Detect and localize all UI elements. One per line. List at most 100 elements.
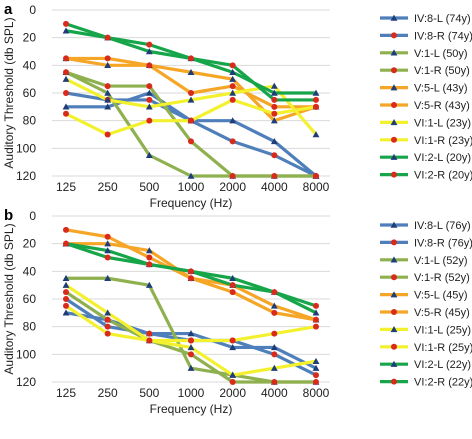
x-tick-label: 500: [139, 386, 159, 400]
legend-item: IV:8-L (74y): [380, 13, 471, 25]
data-point: [270, 117, 278, 124]
data-point: [270, 89, 278, 96]
data-point: [229, 379, 236, 385]
y-tick-label: 60: [23, 86, 37, 100]
legend-item: V:1-R (50y): [380, 65, 470, 77]
data-point: [188, 337, 194, 344]
legend-item: V:1-R (52y): [380, 272, 470, 284]
data-point: [229, 371, 237, 378]
legend-label: VI:1-L (23y): [414, 117, 471, 129]
y-tick-label: 20: [23, 31, 37, 45]
data-point: [229, 68, 237, 75]
data-point: [146, 83, 153, 90]
data-point: [229, 138, 236, 145]
data-point: [187, 172, 195, 179]
legend-label: V:5-R (45y): [414, 307, 470, 319]
legend-label: IV:8-R (76y): [414, 237, 472, 249]
legend-label: V:5-L (43y): [414, 83, 468, 95]
data-point: [104, 247, 112, 254]
data-point: [145, 151, 153, 158]
x-tick-label: 8000: [303, 386, 330, 400]
data-point: [229, 289, 236, 296]
data-point: [270, 344, 278, 351]
data-point: [312, 364, 320, 371]
y-tick-label: 20: [23, 237, 37, 251]
legend-item: V:5-L (43y): [380, 83, 468, 95]
data-point: [62, 75, 70, 82]
legend-item: VI:1-L (25y): [380, 324, 471, 336]
x-tick-label: 500: [139, 180, 159, 194]
y-tick-label: 60: [23, 292, 37, 306]
data-point: [63, 289, 69, 296]
data-point: [313, 173, 319, 179]
data-point: [270, 302, 278, 309]
data-point: [187, 68, 195, 75]
legend-label: VI:2-R (22y): [414, 377, 472, 389]
legend-label: VI:2-L (22y): [414, 359, 471, 371]
y-tick-label: 80: [23, 320, 37, 334]
data-point: [229, 337, 236, 344]
data-point: [188, 55, 194, 62]
data-point: [313, 103, 319, 110]
data-point: [312, 357, 320, 364]
legend-label: VI:2-L (20y): [414, 152, 471, 164]
data-point: [187, 330, 195, 337]
data-point: [145, 281, 153, 288]
data-point: [146, 62, 153, 69]
legend-marker: [391, 343, 397, 350]
legend-marker: [391, 171, 397, 178]
legend-marker: [390, 256, 398, 263]
data-point: [104, 96, 112, 103]
legend-marker: [390, 291, 398, 298]
chart-panel-a: a 0 20 40 60 80 100 120 125 250 500 1000 2000 4000 800…: [2, 1, 472, 210]
data-point: [104, 61, 112, 69]
legend-marker: [391, 309, 397, 315]
x-tick-label: 125: [56, 180, 76, 194]
data-point: [229, 62, 236, 69]
legend-label: V:1-L (50y): [414, 48, 468, 60]
data-point: [271, 103, 278, 110]
x-tick-label: 1000: [178, 386, 205, 400]
data-point: [146, 96, 153, 103]
data-point: [62, 103, 70, 110]
panel-label: a: [4, 1, 13, 18]
data-point: [312, 89, 320, 96]
y-tick-label: 100: [16, 347, 36, 361]
data-point: [313, 372, 319, 379]
data-point: [104, 233, 111, 240]
x-tick-label: 2000: [219, 180, 246, 194]
legend-label: V:5-R (43y): [414, 100, 470, 112]
data-point: [229, 96, 236, 103]
data-point: [312, 309, 320, 316]
data-point: [312, 131, 320, 138]
data-point: [313, 323, 319, 330]
data-point: [146, 337, 153, 344]
data-point: [229, 274, 237, 281]
legend-item: VI:2-L (20y): [380, 152, 471, 164]
data-point: [271, 351, 278, 358]
x-tick-label: 250: [98, 180, 118, 194]
data-point: [313, 379, 319, 385]
x-tick-label: 250: [98, 386, 118, 400]
data-point: [104, 83, 111, 90]
legend: IV:8-L (76y) IV:8-R (76y) V:1-L (52y) V:1-R…: [380, 220, 472, 389]
legend-item: IV:8-R (74y): [380, 30, 472, 42]
data-point: [271, 379, 278, 385]
series-line: [65, 242, 317, 308]
legend-label: IV:8-L (76y): [414, 220, 471, 232]
x-tick-label: 2000: [219, 386, 246, 400]
data-point: [188, 138, 194, 145]
y-tick-label: 0: [29, 209, 36, 223]
legend-marker: [390, 14, 398, 21]
legend-marker: [391, 136, 397, 143]
data-point: [271, 152, 278, 159]
legend-marker: [390, 49, 398, 56]
series-line: [65, 98, 317, 137]
legend-item: VI:2-R (20y): [380, 170, 472, 182]
data-point: [229, 89, 237, 96]
legend-item: VI:2-L (22y): [380, 359, 471, 371]
legend-item: VI:1-L (23y): [380, 117, 471, 129]
y-tick-label: 100: [16, 141, 36, 155]
legend-item: VI:1-R (23y): [380, 135, 472, 147]
